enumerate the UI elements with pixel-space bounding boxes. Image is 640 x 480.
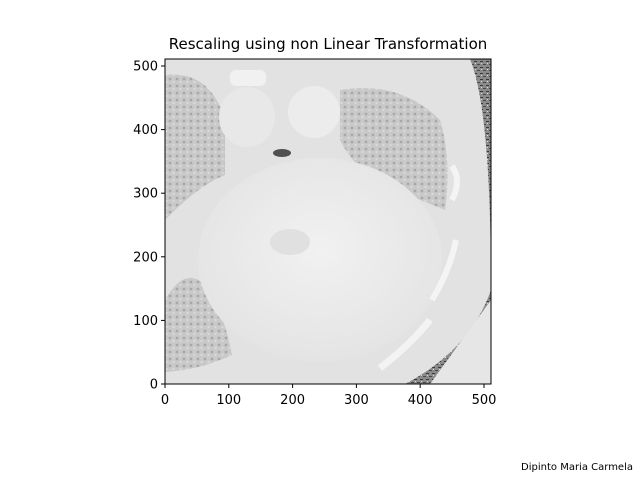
y-tick-label: 300 <box>133 187 158 202</box>
x-tick-label: 0 <box>161 393 169 408</box>
y-axis: 0 100 200 300 400 500 <box>133 59 165 393</box>
y-tick-label: 400 <box>133 123 158 138</box>
y-tick-label: 0 <box>150 378 158 393</box>
y-tick-label: 100 <box>133 314 158 329</box>
x-axis: 0 100 200 300 400 500 <box>161 384 497 408</box>
x-tick-label: 100 <box>216 393 241 408</box>
x-tick-label: 200 <box>280 393 305 408</box>
x-tick-label: 400 <box>408 393 433 408</box>
y-tick-label: 500 <box>133 59 158 74</box>
x-tick-label: 500 <box>472 393 497 408</box>
ct-image <box>165 59 491 384</box>
y-tick-label: 200 <box>133 250 158 265</box>
x-tick-label: 300 <box>344 393 369 408</box>
author-credit: Dipinto Maria Carmela <box>521 462 633 473</box>
chart-title: Rescaling using non Linear Transformatio… <box>169 35 488 53</box>
plot-frame <box>164 58 492 385</box>
